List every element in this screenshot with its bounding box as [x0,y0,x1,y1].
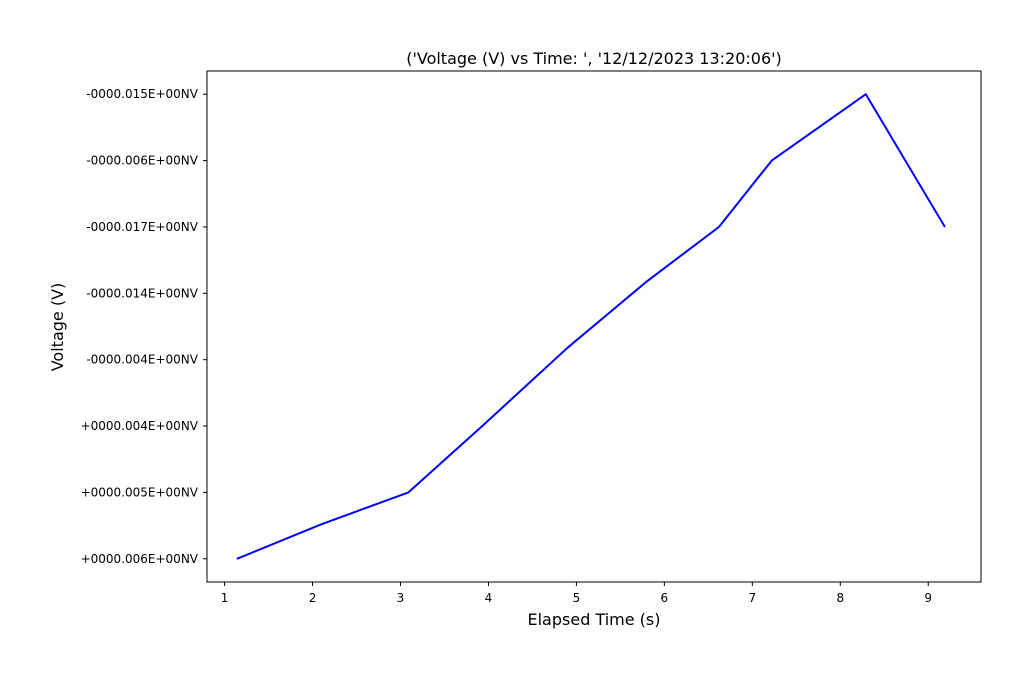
y-tick-label: -0000.017E+00NV [86,220,198,234]
y-tick-label: -0000.006E+00NV [86,154,198,168]
x-tick-label: 9 [924,591,932,605]
x-tick-label: 8 [836,591,844,605]
y-tick-label: -0000.015E+00NV [86,87,198,101]
x-tick-label: 3 [397,591,405,605]
x-tick-label: 6 [661,591,669,605]
x-axis: 1 2 3 4 5 6 7 8 9 [221,582,932,605]
chart-title: ('Voltage (V) vs Time: ', '12/12/2023 13… [406,49,782,68]
y-tick-label: +0000.006E+00NV [81,552,199,566]
plot-area [206,70,982,583]
x-tick-label: 7 [748,591,756,605]
y-tick-label: +0000.004E+00NV [81,419,199,433]
y-tick-label: +0000.005E+00NV [81,485,199,499]
x-tick-label: 4 [485,591,493,605]
x-tick-label: 1 [221,591,229,605]
series-line-0 [236,93,946,560]
y-axis: +0000.006E+00NV +0000.005E+00NV +0000.004E… [81,87,207,566]
x-tick-label: 5 [573,591,581,605]
x-tick-label: 2 [309,591,317,605]
y-axis-label: Voltage (V) [48,283,67,372]
y-tick-label: -0000.004E+00NV [86,353,198,367]
x-axis-label: Elapsed Time (s) [528,610,661,629]
y-tick-label: -0000.014E+00NV [86,286,198,300]
